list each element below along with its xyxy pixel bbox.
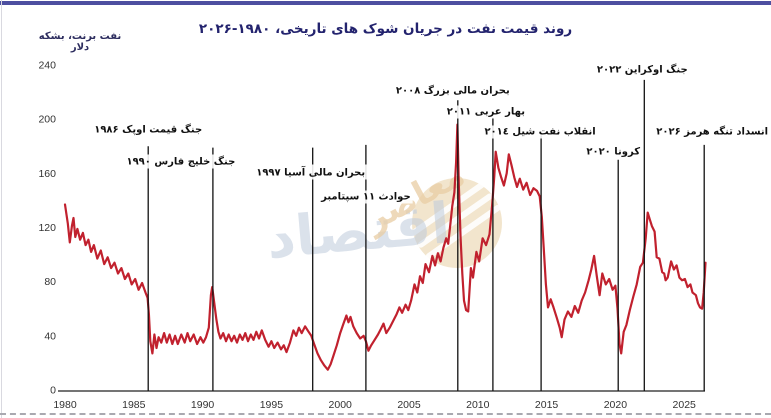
event-label: کرونا ۲۰۲۰ xyxy=(586,147,640,158)
x-tick-label: 1985 xyxy=(122,399,146,411)
watermark-stripe xyxy=(417,193,493,248)
event-label-bg xyxy=(584,145,643,159)
chart-title: روند قیمت نفت در جریان شوک های تاریخی، ۱… xyxy=(198,21,573,37)
event-annotation: بحران مالی بزرگ ۲۰۰۸ xyxy=(393,82,512,98)
price-line xyxy=(63,123,707,371)
x-tick-label: 2015 xyxy=(535,399,559,411)
y-tick-label: 40 xyxy=(44,330,56,342)
x-tick-label: 2010 xyxy=(466,399,490,411)
x-tick-label: 2020 xyxy=(604,399,628,411)
event-label-bg xyxy=(654,123,771,139)
watermark-word-primary: اقتصاد xyxy=(264,191,453,272)
x-tick-label: 1995 xyxy=(260,399,284,411)
event-label-bg xyxy=(444,105,527,119)
event-label: بهار عربی ۲۰۱۱ xyxy=(447,107,525,118)
event-label: انقلاب نفت شیل ۲۰۱٤ xyxy=(484,127,595,138)
event-annotation: کرونا ۲۰۲۰ xyxy=(584,145,643,159)
event-label-bg xyxy=(92,122,205,137)
event-label-bg xyxy=(594,62,690,77)
event-annotation: جنگ قیمت اوپک ۱۹۸۶ xyxy=(92,122,205,137)
x-tick-labels: 1980 1985 1990 1995 2000 2005 2010 2015 2020 2025 xyxy=(53,399,696,411)
bottom-dashed-divider xyxy=(0,413,771,415)
x-tick-label: 1980 xyxy=(53,399,77,411)
y-tick-label: 80 xyxy=(44,276,56,288)
event-annotation: جنگ خلیج فارس ۱۹۹۰ xyxy=(124,154,238,169)
event-annotation: بهار عربی ۲۰۱۱ xyxy=(444,105,527,119)
left-edge-border xyxy=(1,0,2,418)
y-tick-label: 240 xyxy=(38,60,56,72)
event-label: بحران مالی بزرگ ۲۰۰۸ xyxy=(396,84,510,97)
x-tick-label: 2025 xyxy=(673,399,697,411)
y-tick-label: 0 xyxy=(50,385,56,397)
event-label: جنگ خلیج فارس ۱۹۹۰ xyxy=(126,156,235,168)
x-tick-label: 1990 xyxy=(191,399,215,411)
event-annotation: حوادث ۱۱ سپتامبر xyxy=(318,190,413,204)
y-tick-label: 160 xyxy=(38,168,56,180)
event-label: حوادث ۱۱ سپتامبر xyxy=(320,192,411,203)
x-tick-label: 2000 xyxy=(329,399,353,411)
event-labels: جنگ قیمت اوپک ۱۹۸۶ جنگ خلیج فارس ۱۹۹۰ بحرا… xyxy=(92,62,771,204)
y-tick-label: 200 xyxy=(38,114,56,126)
event-label-bg xyxy=(393,82,512,98)
watermark-stripe xyxy=(409,181,485,237)
event-label-bg xyxy=(482,125,598,139)
event-annotation: جنگ اوکراین ۲۰۲۲ xyxy=(594,62,690,77)
event-label: انسداد تنگه هرمز ۲۰۲۶ xyxy=(656,125,768,138)
event-label-bg xyxy=(254,164,368,180)
top-accent-bar xyxy=(0,1,771,5)
x-tick-label: 2005 xyxy=(397,399,421,411)
event-lines xyxy=(147,79,705,391)
event-annotation: انقلاب نفت شیل ۲۰۱٤ xyxy=(482,125,598,139)
y-tick-labels: 0 40 80 120 160 200 240 xyxy=(38,60,56,397)
event-annotation: انسداد تنگه هرمز ۲۰۲۶ xyxy=(654,123,771,139)
event-label: جنگ قیمت اوپک ۱۹۸۶ xyxy=(94,124,202,136)
event-label: جنگ اوکراین ۲۰۲۲ xyxy=(597,64,688,76)
event-label-bg xyxy=(318,190,413,204)
event-label: بحران مالی آسیا ۱۹۹۷ xyxy=(256,166,365,179)
y-tick-label: 120 xyxy=(38,222,56,234)
event-label-bg xyxy=(124,154,238,169)
event-annotation: بحران مالی آسیا ۱۹۹۷ xyxy=(254,164,368,180)
y-axis-unit-label: نفت برنت، بشکه دلار xyxy=(38,31,122,53)
